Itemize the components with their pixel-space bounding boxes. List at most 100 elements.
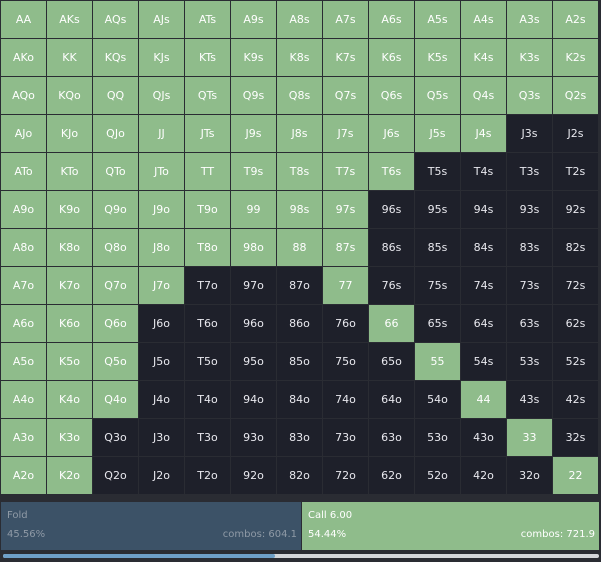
hand-cell[interactable]: QJs	[139, 77, 184, 114]
hand-cell[interactable]: Q3s	[507, 77, 552, 114]
hand-cell[interactable]: Q9o	[93, 191, 138, 228]
hand-cell[interactable]: T4s	[461, 153, 506, 190]
hand-cell[interactable]: 42o	[461, 457, 506, 494]
hand-cell[interactable]: 66	[369, 305, 414, 342]
hand-cell[interactable]: J8s	[277, 115, 322, 152]
hand-cell[interactable]: 97s	[323, 191, 368, 228]
hand-cell[interactable]: T6o	[185, 305, 230, 342]
hand-cell[interactable]: AKs	[47, 1, 92, 38]
hand-cell[interactable]: QTs	[185, 77, 230, 114]
hand-cell[interactable]: T2o	[185, 457, 230, 494]
hand-cell[interactable]: A8o	[1, 229, 46, 266]
hand-cell[interactable]: K4s	[461, 39, 506, 76]
hand-cell[interactable]: K7o	[47, 267, 92, 304]
hand-cell[interactable]: A6s	[369, 1, 414, 38]
hand-cell[interactable]: K9s	[231, 39, 276, 76]
hand-cell[interactable]: 74o	[323, 381, 368, 418]
hand-cell[interactable]: AKo	[1, 39, 46, 76]
hand-cell[interactable]: J3o	[139, 419, 184, 456]
hand-cell[interactable]: 53o	[415, 419, 460, 456]
hand-cell[interactable]: KK	[47, 39, 92, 76]
hand-cell[interactable]: AQo	[1, 77, 46, 114]
hand-cell[interactable]: T5o	[185, 343, 230, 380]
hand-cell[interactable]: 75s	[415, 267, 460, 304]
hand-cell[interactable]: 88	[277, 229, 322, 266]
hand-cell[interactable]: ATo	[1, 153, 46, 190]
hand-cell[interactable]: K5o	[47, 343, 92, 380]
hand-cell[interactable]: 99	[231, 191, 276, 228]
hand-cell[interactable]: 82o	[277, 457, 322, 494]
hand-cell[interactable]: 42s	[553, 381, 598, 418]
hand-cell[interactable]: Q4o	[93, 381, 138, 418]
hand-cell[interactable]: QQ	[93, 77, 138, 114]
hand-cell[interactable]: K2s	[553, 39, 598, 76]
hand-cell[interactable]: A7s	[323, 1, 368, 38]
hand-cell[interactable]: 98s	[277, 191, 322, 228]
hand-cell[interactable]: J5s	[415, 115, 460, 152]
hand-cell[interactable]: J3s	[507, 115, 552, 152]
hand-cell[interactable]: 63s	[507, 305, 552, 342]
hand-cell[interactable]: A7o	[1, 267, 46, 304]
hand-cell[interactable]: 54o	[415, 381, 460, 418]
hand-cell[interactable]: 62o	[369, 457, 414, 494]
hand-cell[interactable]: Q6s	[369, 77, 414, 114]
hand-cell[interactable]: KQs	[93, 39, 138, 76]
hand-cell[interactable]: T3s	[507, 153, 552, 190]
hand-cell[interactable]: 64o	[369, 381, 414, 418]
hand-cell[interactable]: 75o	[323, 343, 368, 380]
hand-cell[interactable]: 87s	[323, 229, 368, 266]
hand-cell[interactable]: 64s	[461, 305, 506, 342]
hand-cell[interactable]: T5s	[415, 153, 460, 190]
hand-cell[interactable]: 53s	[507, 343, 552, 380]
hand-cell[interactable]: 95s	[415, 191, 460, 228]
hand-cell[interactable]: T8o	[185, 229, 230, 266]
hand-cell[interactable]: T7s	[323, 153, 368, 190]
hand-cell[interactable]: KTo	[47, 153, 92, 190]
hand-cell[interactable]: T9o	[185, 191, 230, 228]
hand-cell[interactable]: K9o	[47, 191, 92, 228]
hand-cell[interactable]: 85s	[415, 229, 460, 266]
hand-cell[interactable]: J8o	[139, 229, 184, 266]
hand-cell[interactable]: 65o	[369, 343, 414, 380]
hand-cell[interactable]: A9o	[1, 191, 46, 228]
hand-cell[interactable]: AJo	[1, 115, 46, 152]
hand-cell[interactable]: 72o	[323, 457, 368, 494]
hand-cell[interactable]: Q5o	[93, 343, 138, 380]
hand-cell[interactable]: A9s	[231, 1, 276, 38]
hand-cell[interactable]: K3o	[47, 419, 92, 456]
hand-cell[interactable]: J7s	[323, 115, 368, 152]
hand-cell[interactable]: AQs	[93, 1, 138, 38]
hand-cell[interactable]: J2o	[139, 457, 184, 494]
hand-cell[interactable]: T8s	[277, 153, 322, 190]
hand-cell[interactable]: Q6o	[93, 305, 138, 342]
hand-cell[interactable]: T6s	[369, 153, 414, 190]
hand-cell[interactable]: J4s	[461, 115, 506, 152]
hand-cell[interactable]: ATs	[185, 1, 230, 38]
hand-cell[interactable]: Q2o	[93, 457, 138, 494]
hand-cell[interactable]: A4s	[461, 1, 506, 38]
hand-cell[interactable]: A5o	[1, 343, 46, 380]
hand-cell[interactable]: AJs	[139, 1, 184, 38]
hand-cell[interactable]: T9s	[231, 153, 276, 190]
hand-cell[interactable]: QTo	[93, 153, 138, 190]
hand-cell[interactable]: JTo	[139, 153, 184, 190]
fold-summary[interactable]: Fold 45.56% combos: 604.1	[1, 502, 301, 550]
hand-cell[interactable]: 62s	[553, 305, 598, 342]
hand-cell[interactable]: 22	[553, 457, 598, 494]
hand-cell[interactable]: K6o	[47, 305, 92, 342]
hand-cell[interactable]: 93o	[231, 419, 276, 456]
hand-cell[interactable]: 72s	[553, 267, 598, 304]
hand-cell[interactable]: Q3o	[93, 419, 138, 456]
hand-cell[interactable]: J9o	[139, 191, 184, 228]
hand-cell[interactable]: KTs	[185, 39, 230, 76]
hand-cell[interactable]: Q7s	[323, 77, 368, 114]
hand-cell[interactable]: A8s	[277, 1, 322, 38]
hand-cell[interactable]: J7o	[139, 267, 184, 304]
hand-cell[interactable]: 33	[507, 419, 552, 456]
hand-cell[interactable]: 52s	[553, 343, 598, 380]
hand-cell[interactable]: TT	[185, 153, 230, 190]
hand-cell[interactable]: K8o	[47, 229, 92, 266]
hand-cell[interactable]: 44	[461, 381, 506, 418]
hand-cell[interactable]: J6o	[139, 305, 184, 342]
hand-cell[interactable]: J4o	[139, 381, 184, 418]
